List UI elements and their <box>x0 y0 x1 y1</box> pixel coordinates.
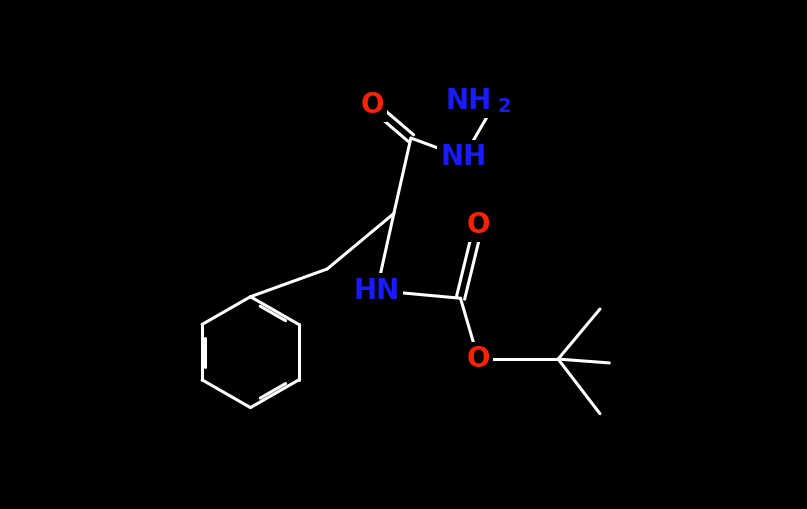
Text: O: O <box>466 345 490 373</box>
Text: NH: NH <box>445 87 491 115</box>
Text: O: O <box>361 91 384 119</box>
Text: NH: NH <box>441 144 487 172</box>
Text: O: O <box>466 211 490 239</box>
Text: HN: HN <box>353 276 400 304</box>
Text: 2: 2 <box>497 97 511 116</box>
